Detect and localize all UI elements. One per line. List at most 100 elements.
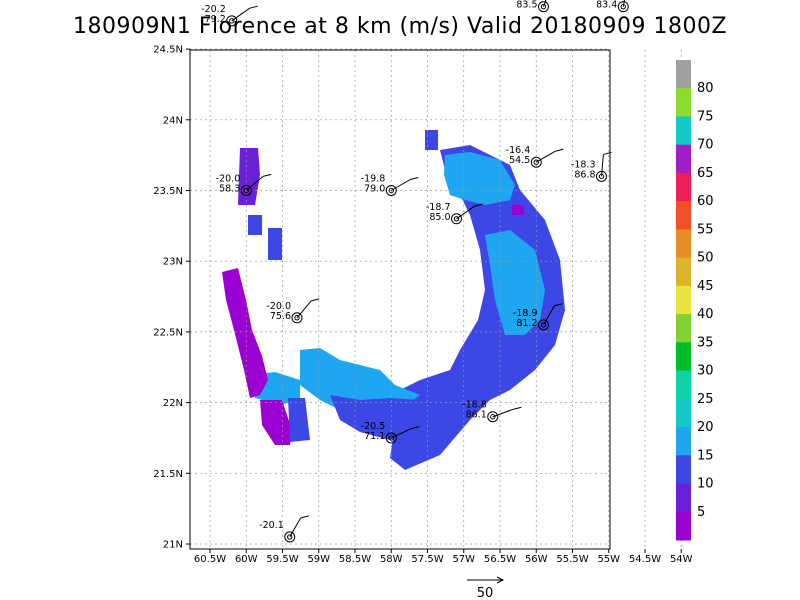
wind-barb-shaft — [296, 300, 312, 319]
colorbar-label: 20 — [697, 420, 714, 435]
colorbar-label: 25 — [697, 392, 714, 407]
station-circle-icon — [617, 1, 629, 13]
wind-barb-shaft — [601, 154, 604, 177]
colorbar-label: 65 — [697, 166, 714, 181]
lon-label: 60W — [235, 554, 258, 565]
station-temperature: -18.9 — [513, 308, 538, 319]
wind-barb-flag — [513, 406, 522, 410]
wind-barb-flag — [555, 148, 564, 152]
observation-station: -20.075.6 — [266, 298, 320, 324]
observation-station: -18.386.8 — [571, 151, 612, 182]
wind-barb-shaft — [492, 408, 514, 418]
latitude-axis: 21N21.5N22N22.5N23N23.5N24N24.5N25N25.5N… — [153, 45, 190, 551]
lon-label: 56W — [525, 554, 548, 565]
station-circle-icon — [284, 531, 296, 543]
station-value: 79.0 — [364, 184, 385, 195]
longitude-axis: 60.5W 60W 59.5W 59W 58.5W 58W 57.5W 57W 56.5W 56W… — [194, 549, 693, 565]
colorbar-segment — [676, 144, 691, 174]
colorbar-label: 40 — [697, 307, 714, 322]
lat-label: 22.5N — [153, 327, 183, 338]
colorbar-label: 55 — [697, 222, 714, 237]
station-temperature: -20.0 — [266, 301, 291, 312]
colorbar-label: 75 — [697, 109, 714, 124]
station-center-icon — [453, 216, 460, 222]
colorbar-segment — [676, 370, 691, 400]
observation-station: -18.583.4 — [593, 0, 629, 13]
wind-barb-shaft — [245, 175, 264, 191]
wind-barb-shaft — [391, 428, 412, 439]
colorbar-label: 50 — [697, 251, 714, 266]
colorbar: 5 10 15 20 25 30 35 40 45 50 55 60 65 70 75 80 — [676, 60, 714, 541]
station-center-icon — [388, 187, 394, 194]
wind-barb-shaft — [535, 150, 556, 163]
wind-shading-region — [268, 228, 282, 260]
station-temperature: -17.6 — [513, 0, 538, 1]
wind-barb-flag — [474, 203, 483, 207]
station-temperature: -18.3 — [571, 159, 596, 170]
wind-barb-shaft — [543, 0, 547, 7]
station-circle-icon — [240, 185, 252, 196]
station-center-icon — [229, 18, 235, 24]
colorbar-segment — [676, 116, 691, 146]
lat-label: 23.5N — [153, 186, 183, 197]
station-temperature: -19.8 — [361, 174, 386, 185]
colorbar-segment — [676, 257, 691, 287]
colorbar-segment — [676, 229, 691, 259]
wind-barb-shaft — [390, 179, 411, 191]
station-temperature: -20.2 — [201, 4, 226, 15]
observation-station: -18.886.1 — [462, 400, 522, 423]
station-circle-icon — [487, 411, 499, 423]
wind-barb-flag — [249, 5, 258, 9]
colorbar-segment — [676, 398, 691, 428]
station-value: 86.1 — [466, 410, 487, 421]
lon-label: 57.5W — [411, 554, 443, 565]
station-value: 79.2 — [205, 14, 226, 25]
observation-station: -20.571.1 — [361, 421, 420, 444]
lon-label: 59W — [307, 554, 330, 565]
wind-shading-region — [425, 130, 438, 150]
lon-label: 55W — [597, 554, 620, 565]
station-center-icon — [287, 534, 293, 540]
wind-barb-flag — [411, 426, 420, 430]
wind-barb-flag — [410, 177, 419, 180]
wind-barb-flag — [311, 298, 320, 302]
station-center-icon — [533, 159, 539, 165]
lon-label: 57W — [452, 554, 475, 565]
wind-barb-shaft — [456, 205, 475, 220]
lat-lon-grid — [190, 48, 682, 549]
lon-label: 54W — [670, 554, 693, 565]
observation-station: -19.879.0 — [361, 174, 419, 196]
station-circle-icon — [226, 15, 238, 27]
lat-label: 24.5N — [153, 45, 183, 56]
station-value: 58.3 — [219, 184, 240, 195]
lon-label: 55.5W — [556, 554, 588, 565]
colorbar-label: 15 — [697, 448, 714, 463]
lat-label: 21.5N — [153, 469, 183, 480]
lon-label: 56.5W — [484, 554, 516, 565]
colorbar-label: 80 — [697, 81, 714, 96]
station-circle-icon — [291, 312, 303, 324]
map-title: 180909N1 Florence at 8 km (m/s) Valid 20… — [72, 14, 728, 39]
wind-barb-flag — [300, 515, 309, 519]
lon-label: 60.5W — [194, 554, 226, 565]
wind-shading-region — [260, 400, 292, 445]
colorbar-segment — [676, 314, 691, 343]
colorbar-label: 30 — [697, 364, 714, 379]
colorbar-label: 35 — [697, 335, 714, 350]
vector-scale: 50 — [467, 576, 505, 600]
station-circle-icon — [385, 185, 397, 196]
wind-barb-flag — [262, 173, 272, 177]
lat-label: 21N — [163, 540, 183, 551]
map-frame — [189, 49, 611, 550]
wind-barb-shaft — [622, 0, 625, 7]
observation-station: -20.1 — [259, 515, 309, 543]
station-temperature: -18.7 — [426, 202, 451, 213]
observation-station: -20.058.3 — [216, 173, 272, 196]
observation-stations: -19.132.0-19.440.8-19.351.8-19.010.2-19.… — [201, 0, 629, 543]
scale-label: 50 — [477, 586, 494, 600]
wind-shading-region — [512, 205, 524, 215]
station-value: 83.4 — [596, 0, 617, 11]
observation-station: -18.785.0 — [426, 202, 483, 225]
station-center-icon — [540, 3, 547, 10]
wind-shading-region — [390, 145, 565, 470]
